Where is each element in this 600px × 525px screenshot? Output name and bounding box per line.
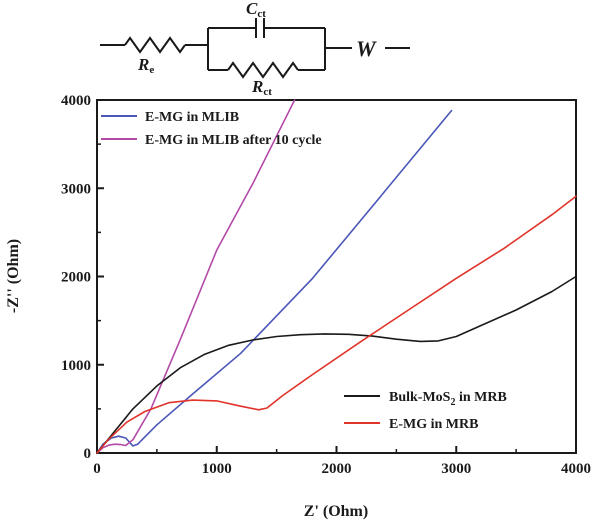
- resistor-rct: [227, 61, 299, 79]
- label-re: Re: [137, 55, 154, 76]
- label-cct: Cct: [246, 0, 266, 20]
- y-tick-label: 2000: [61, 270, 91, 286]
- equivalent-circuit: [100, 18, 410, 79]
- x-tick-label: 2000: [322, 461, 352, 477]
- legend-label-emg-mrb: E-MG in MRB: [389, 417, 478, 432]
- resistor-re: [124, 36, 186, 54]
- y-tick-label: 3000: [61, 181, 91, 197]
- label-rct: Rct: [251, 77, 272, 98]
- series-line-bulk-mos2-in-mrb: [96, 275, 577, 454]
- axis-ticks: 0 1000 2000 3000 4000 0 1000 2000 3000 4000: [61, 93, 591, 477]
- series-line-e-mg-in-mrb: [96, 195, 577, 454]
- legend-bottom-right: Bulk-MoS2 in MRB E-MG in MRB: [344, 390, 507, 432]
- y-tick-label: 4000: [61, 93, 91, 109]
- legend-top-left: E-MG in MLIB E-MG in MLIB after 10 cycle: [101, 110, 322, 148]
- x-tick-label: 1000: [202, 461, 232, 477]
- series-line-e-mg-in-mlib-after-10-cycle: [96, 99, 296, 454]
- legend-label-emg-mlib-10cycle: E-MG in MLIB after 10 cycle: [145, 133, 322, 148]
- label-warburg: W: [356, 36, 377, 61]
- y-tick-label: 1000: [61, 358, 91, 374]
- data-curves: [96, 99, 577, 454]
- x-tick-label: 3000: [441, 461, 471, 477]
- legend-label-bulk-mos2: Bulk-MoS2 in MRB: [389, 390, 507, 408]
- nyquist-plot: 0 1000 2000 3000 4000 0 1000 2000 3000 4000: [61, 93, 591, 477]
- x-tick-label: 0: [93, 461, 101, 477]
- y-tick-label: 0: [84, 446, 92, 462]
- series-line-e-mg-in-mlib: [96, 109, 453, 454]
- x-axis-label: Z' (Ohm): [304, 503, 368, 520]
- legend-label-emg-mlib: E-MG in MLIB: [145, 110, 239, 125]
- x-tick-label: 4000: [561, 461, 591, 477]
- y-axis-label: -Z'' (Ohm): [5, 239, 22, 313]
